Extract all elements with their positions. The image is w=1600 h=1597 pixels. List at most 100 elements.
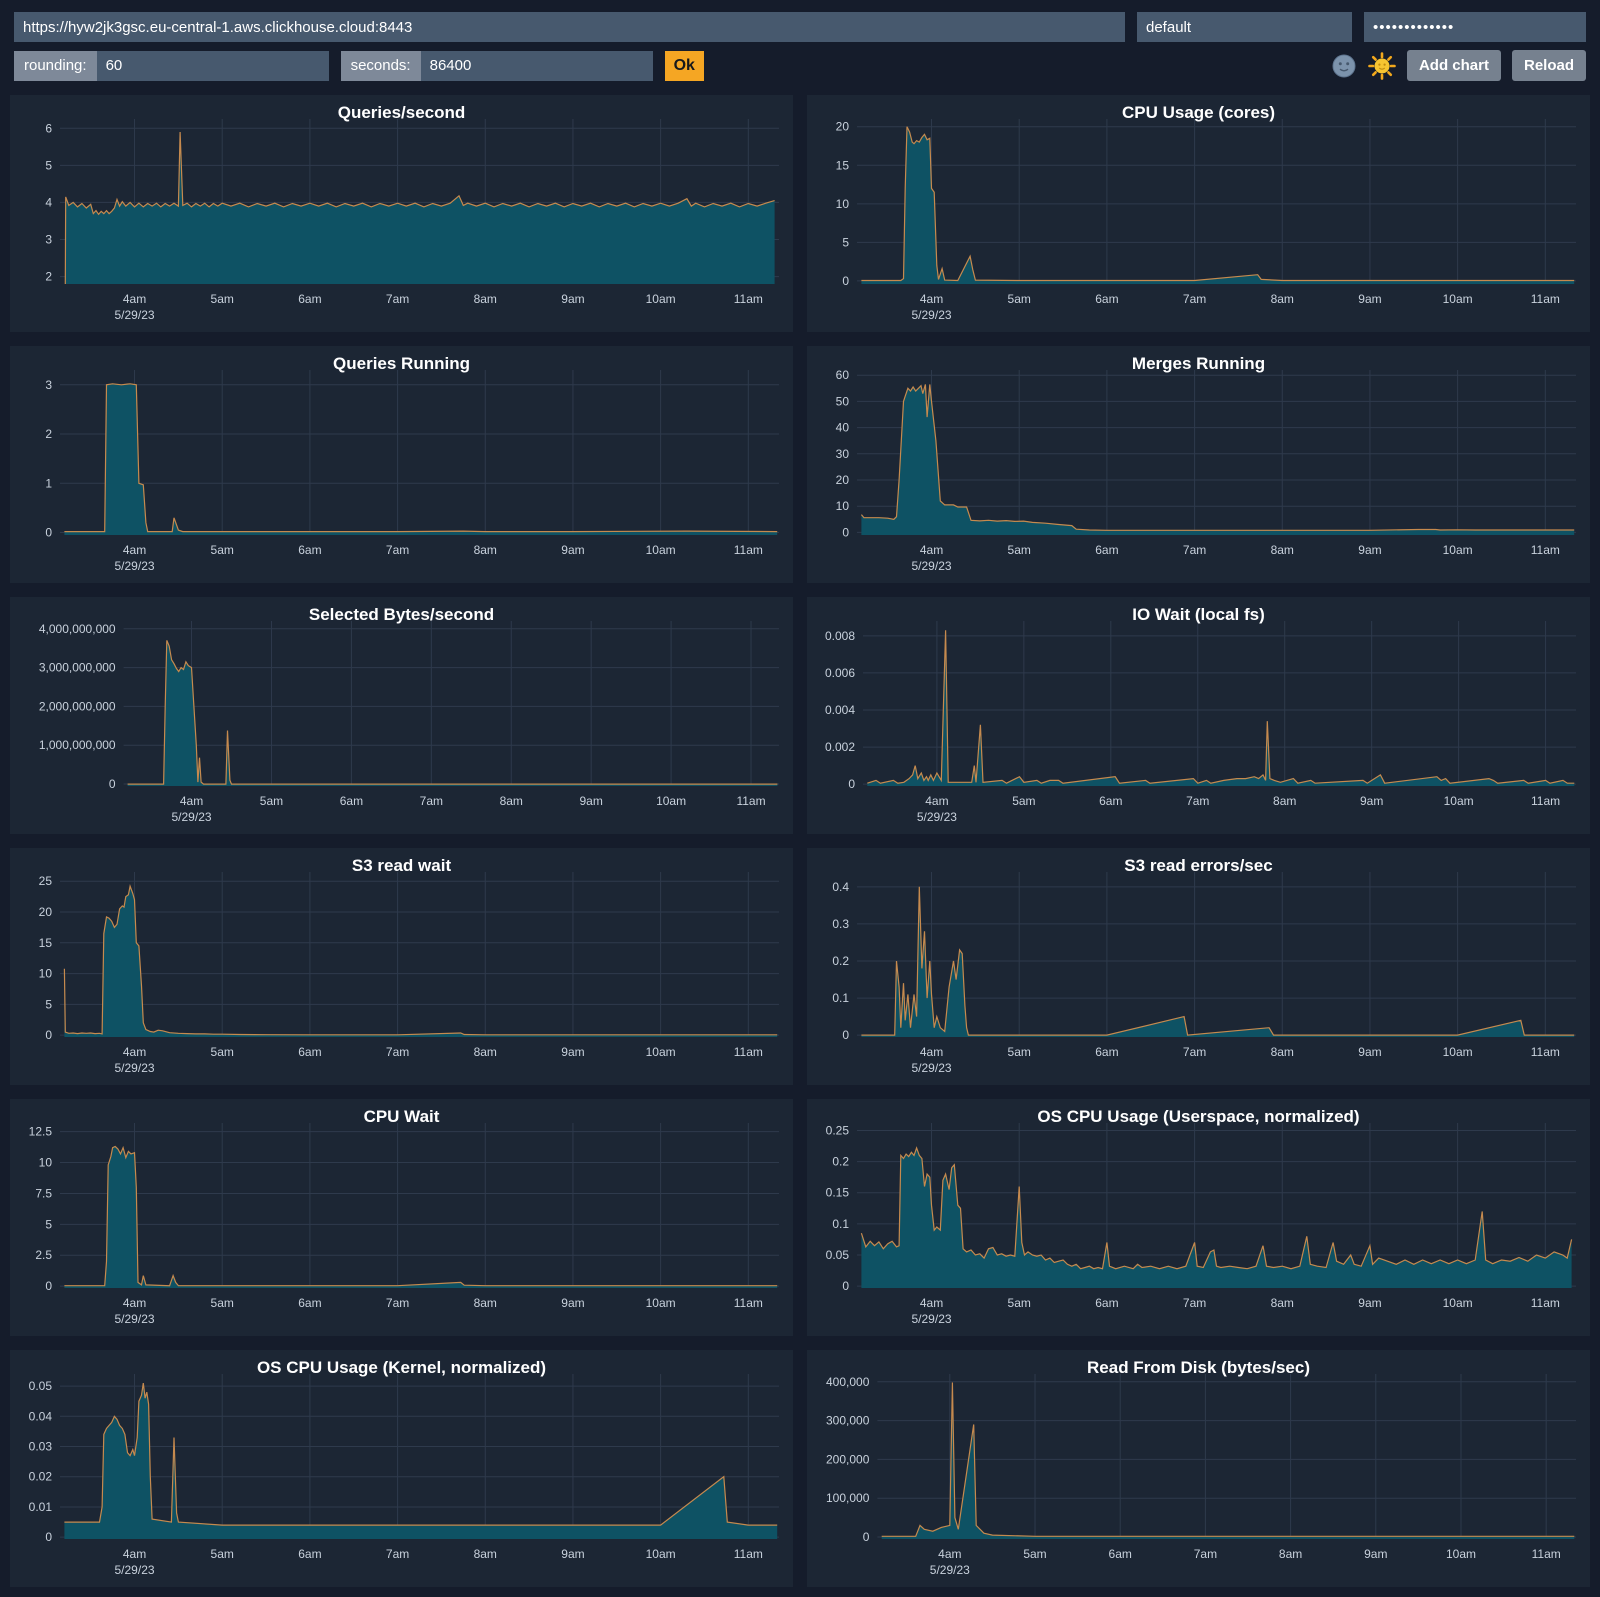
svg-text:8am: 8am (1279, 1547, 1302, 1561)
chart-plot[interactable]: 0 1 2 3 4am 5/29/23 5am 6am 7am 8am 9am 10am 11am (10, 346, 793, 583)
svg-text:9am: 9am (1360, 794, 1383, 808)
svg-text:11am: 11am (1531, 794, 1560, 808)
svg-text:7am: 7am (1183, 1296, 1206, 1310)
svg-text:5am: 5am (1008, 543, 1031, 557)
svg-text:4am: 4am (123, 1296, 146, 1310)
moon-icon (1332, 54, 1356, 77)
svg-text:6am: 6am (1095, 543, 1118, 557)
svg-text:5/29/23: 5/29/23 (172, 810, 212, 824)
svg-text:8am: 8am (474, 1296, 497, 1310)
reload-button[interactable]: Reload (1511, 50, 1586, 81)
svg-text:2: 2 (45, 427, 52, 441)
svg-text:4am: 4am (920, 292, 943, 306)
svg-text:9am: 9am (1358, 543, 1381, 557)
chart-panel: CPU Usage (cores) 0 5 10 15 20 4am 5/29/23 5am 6… (807, 95, 1590, 332)
svg-text:5/29/23: 5/29/23 (115, 1061, 155, 1075)
svg-text:5/29/23: 5/29/23 (930, 1563, 970, 1577)
svg-text:9am: 9am (561, 1296, 584, 1310)
svg-text:5/29/23: 5/29/23 (912, 1312, 952, 1326)
svg-text:5am: 5am (211, 543, 234, 557)
svg-text:7am: 7am (1183, 1045, 1206, 1059)
svg-text:6am: 6am (298, 1296, 321, 1310)
svg-text:15: 15 (836, 158, 850, 172)
svg-text:20: 20 (836, 473, 850, 487)
svg-text:0.1: 0.1 (832, 991, 849, 1005)
chart-plot[interactable]: 0 100,000 200,000 300,000 400,000 4am 5/29/23 5… (807, 1350, 1590, 1587)
svg-text:5: 5 (45, 1217, 52, 1231)
chart-plot[interactable]: 0 2.5 5 7.5 10 12.5 4am 5/29/23 5am 6am 7am 8am 9am 1… (10, 1099, 793, 1336)
svg-text:5am: 5am (211, 292, 234, 306)
user-input[interactable] (1137, 12, 1352, 42)
svg-text:7am: 7am (386, 1296, 409, 1310)
svg-text:8am: 8am (1271, 1045, 1294, 1059)
svg-text:11am: 11am (1531, 1045, 1560, 1059)
svg-text:4am: 4am (938, 1547, 961, 1561)
svg-text:0.05: 0.05 (826, 1248, 850, 1262)
svg-text:5am: 5am (211, 1296, 234, 1310)
svg-text:2.5: 2.5 (35, 1248, 52, 1262)
ok-button[interactable]: Ok (664, 50, 704, 81)
svg-text:0.15: 0.15 (826, 1186, 850, 1200)
chart-panel: OS CPU Usage (Userspace, normalized) 0 0.… (807, 1099, 1590, 1336)
svg-text:20: 20 (836, 120, 850, 134)
chart-plot[interactable]: 0 0.002 0.004 0.006 0.008 4am 5/29/23 5am 6am 7am… (807, 597, 1590, 834)
svg-text:5: 5 (842, 235, 849, 249)
svg-text:5: 5 (45, 997, 52, 1011)
svg-text:0: 0 (842, 274, 849, 288)
chart-panel: IO Wait (local fs) 0 0.002 0.004 0.006 0.008… (807, 597, 1590, 834)
svg-text:4am: 4am (123, 1547, 146, 1561)
chart-plot[interactable]: 0 5 10 15 20 25 4am 5/29/23 5am 6am 7am 8am 9am 10am 1… (10, 848, 793, 1085)
rounding-label: rounding: (14, 50, 97, 81)
add-chart-button[interactable]: Add chart (1406, 50, 1501, 81)
svg-text:100,000: 100,000 (826, 1491, 870, 1505)
svg-text:9am: 9am (580, 794, 603, 808)
svg-text:12.5: 12.5 (29, 1125, 53, 1139)
svg-text:7am: 7am (386, 1045, 409, 1059)
svg-text:0.006: 0.006 (825, 666, 855, 680)
svg-text:4,000,000,000: 4,000,000,000 (39, 622, 116, 636)
rounding-input[interactable] (96, 50, 329, 81)
chart-plot[interactable]: 2 3 4 5 6 4am 5/29/23 5am 6am 7am 8am 9am 10am 11am (10, 95, 793, 332)
svg-text:9am: 9am (561, 292, 584, 306)
svg-text:11am: 11am (736, 794, 765, 808)
chart-plot[interactable]: 0 1,000,000,000 2,000,000,000 3,000,000,000… (10, 597, 793, 834)
server-url-input[interactable] (14, 12, 1125, 42)
seconds-input[interactable] (420, 50, 653, 81)
svg-text:11am: 11am (1531, 292, 1560, 306)
svg-text:7am: 7am (420, 794, 443, 808)
svg-text:10am: 10am (646, 292, 676, 306)
svg-text:11am: 11am (734, 543, 763, 557)
svg-text:9am: 9am (1358, 1045, 1381, 1059)
light-theme-button[interactable] (1368, 51, 1396, 80)
svg-text:0: 0 (45, 1028, 52, 1042)
svg-text:9am: 9am (561, 543, 584, 557)
chart-plot[interactable]: 0 0.1 0.2 0.3 0.4 4am 5/29/23 5am 6am 7am 8am 9am 10… (807, 848, 1590, 1085)
svg-text:11am: 11am (734, 1045, 763, 1059)
svg-text:10: 10 (39, 1156, 53, 1170)
svg-text:4am: 4am (925, 794, 948, 808)
svg-text:7am: 7am (1183, 543, 1206, 557)
svg-text:25: 25 (39, 874, 53, 888)
svg-text:6am: 6am (298, 1045, 321, 1059)
svg-text:9am: 9am (561, 1547, 584, 1561)
svg-text:7am: 7am (1183, 292, 1206, 306)
svg-text:60: 60 (836, 368, 850, 382)
svg-text:10: 10 (39, 967, 53, 981)
password-input[interactable] (1364, 12, 1586, 42)
svg-text:5: 5 (45, 158, 52, 172)
chart-plot[interactable]: 0 0.05 0.1 0.15 0.2 0.25 4am 5/29/23 5am 6am 7am 8a… (807, 1099, 1590, 1336)
chart-plot[interactable]: 0 10 20 30 40 50 60 4am 5/29/23 5am 6am 7am 8am 9am 10… (807, 346, 1590, 583)
svg-text:0: 0 (45, 1279, 52, 1293)
svg-text:11am: 11am (1531, 1296, 1560, 1310)
dark-theme-button[interactable] (1331, 53, 1357, 79)
svg-text:6am: 6am (1099, 794, 1122, 808)
svg-text:8am: 8am (474, 1547, 497, 1561)
svg-text:0.04: 0.04 (29, 1409, 53, 1423)
svg-text:11am: 11am (1532, 1547, 1561, 1561)
svg-text:10am: 10am (646, 1547, 676, 1561)
svg-text:11am: 11am (734, 1547, 763, 1561)
svg-text:3,000,000,000: 3,000,000,000 (39, 661, 116, 675)
chart-plot[interactable]: 0 5 10 15 20 4am 5/29/23 5am 6am 7am 8am 9am 10am 11a… (807, 95, 1590, 332)
svg-text:8am: 8am (474, 1045, 497, 1059)
chart-plot[interactable]: 0 0.01 0.02 0.03 0.04 0.05 4am 5/29/23 5am 6am 7am… (10, 1350, 793, 1587)
